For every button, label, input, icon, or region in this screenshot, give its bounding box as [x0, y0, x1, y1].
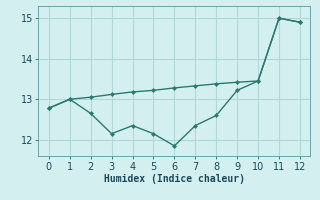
X-axis label: Humidex (Indice chaleur): Humidex (Indice chaleur) — [104, 174, 245, 184]
